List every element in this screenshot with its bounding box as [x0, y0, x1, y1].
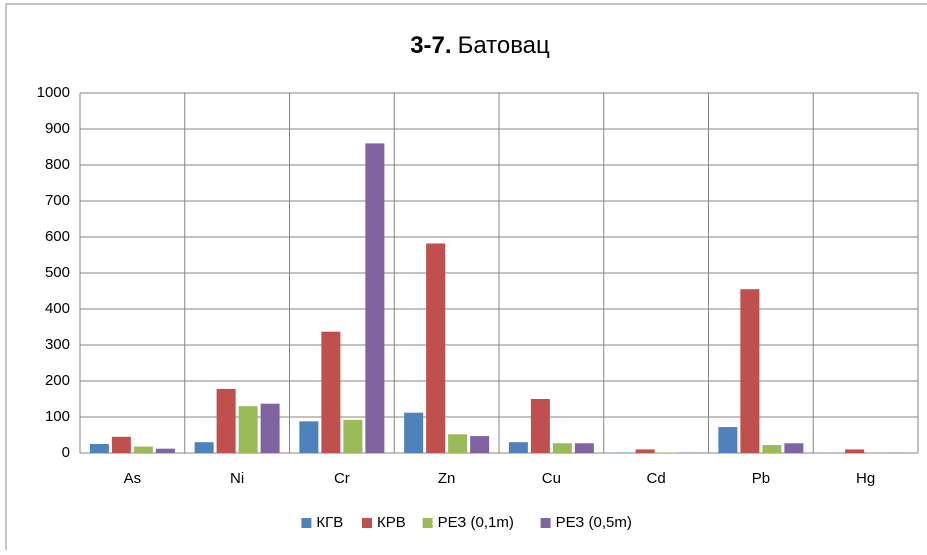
y-tick-label: 1000 [37, 84, 70, 101]
bar [365, 143, 384, 453]
bar [156, 449, 175, 453]
legend-swatch [362, 518, 372, 528]
bar [531, 399, 550, 453]
bar [636, 449, 655, 453]
title-name: Батовац [458, 32, 550, 59]
bar [239, 406, 258, 453]
bar [426, 243, 445, 453]
bar [195, 442, 214, 453]
bar [90, 444, 109, 453]
bar [509, 442, 528, 453]
y-tick-label: 500 [45, 264, 70, 281]
legend-label: РЕЗ (0,1m) [438, 514, 514, 531]
bar [718, 427, 737, 453]
x-tick-label: Cu [542, 470, 561, 487]
bar [470, 436, 489, 453]
y-tick-label: 600 [45, 228, 70, 245]
legend-label: КГВ [316, 514, 343, 531]
bar [553, 443, 572, 453]
y-tick-label: 900 [45, 120, 70, 137]
x-tick-label: Cd [647, 470, 666, 487]
bar [784, 443, 803, 453]
x-tick-label: Ni [230, 470, 244, 487]
y-tick-label: 100 [45, 408, 70, 425]
x-tick-label: Hg [856, 470, 875, 487]
bar [845, 449, 864, 453]
y-tick-label: 700 [45, 192, 70, 209]
bar [299, 421, 318, 453]
chart-title: 3-7. Батовац [410, 32, 550, 59]
bar [404, 413, 423, 453]
bar [321, 332, 340, 453]
legend-swatch [541, 518, 551, 528]
y-tick-label: 200 [45, 372, 70, 389]
bar [343, 420, 362, 453]
bar [762, 445, 781, 453]
y-tick-label: 300 [45, 336, 70, 353]
bar [217, 389, 236, 453]
bar [261, 404, 280, 453]
y-tick-label: 0 [62, 444, 70, 461]
title-number: 3-7. [410, 32, 451, 59]
legend-label: КРВ [377, 514, 406, 531]
bar [448, 434, 467, 453]
y-tick-label: 400 [45, 300, 70, 317]
bar [112, 437, 131, 453]
bar [575, 443, 594, 453]
legend-label: РЕЗ (0,5m) [556, 514, 632, 531]
x-tick-label: Pb [752, 470, 770, 487]
bar [134, 447, 153, 453]
x-tick-label: As [124, 470, 142, 487]
chart-frame [6, 4, 927, 550]
y-tick-label: 800 [45, 156, 70, 173]
x-tick-label: Zn [438, 470, 456, 487]
x-tick-label: Cr [334, 470, 350, 487]
legend-swatch [423, 518, 433, 528]
legend-swatch [301, 518, 311, 528]
bar [740, 289, 759, 453]
